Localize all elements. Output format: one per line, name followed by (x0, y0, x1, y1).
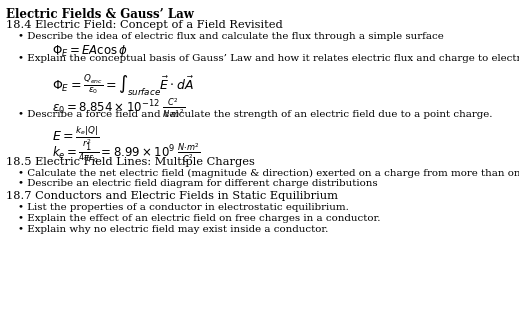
Text: $\Phi_E = \frac{Q_{enc}}{\varepsilon_0} = \int_{surface} \vec{E}\cdot d\vec{A}$: $\Phi_E = \frac{Q_{enc}}{\varepsilon_0} … (52, 73, 194, 98)
Text: 18.5 Electric Field Lines: Multiple Charges: 18.5 Electric Field Lines: Multiple Char… (6, 157, 255, 166)
Text: $E = \frac{k_e|Q|}{r^2}$: $E = \frac{k_e|Q|}{r^2}$ (52, 124, 99, 149)
Text: • Describe an electric field diagram for different charge distributions: • Describe an electric field diagram for… (18, 179, 378, 188)
Text: • List the properties of a conductor in electrostatic equilibrium.: • List the properties of a conductor in … (18, 203, 349, 212)
Text: • Calculate the net electric field (magnitude & direction) exerted on a charge f: • Calculate the net electric field (magn… (18, 168, 519, 178)
Text: $\varepsilon_0 = 8.854 \times 10^{-12}\;\frac{C^2}{N{\cdot}m^2}$: $\varepsilon_0 = 8.854 \times 10^{-12}\;… (52, 97, 185, 120)
Text: Electric Fields & Gauss’ Law: Electric Fields & Gauss’ Law (6, 8, 194, 21)
Text: 18.7 Conductors and Electric Fields in Static Equilibrium: 18.7 Conductors and Electric Fields in S… (6, 191, 338, 201)
Text: $k_e = \frac{1}{4\pi\varepsilon_0} = 8.99 \times 10^9\;\frac{N{\cdot}m^2}{C^2}$: $k_e = \frac{1}{4\pi\varepsilon_0} = 8.9… (52, 142, 200, 165)
Text: • Describe a force field and calculate the strength of an electric field due to : • Describe a force field and calculate t… (18, 110, 493, 119)
Text: • Explain why no electric field may exist inside a conductor.: • Explain why no electric field may exis… (18, 225, 329, 234)
Text: • Explain the effect of an electric field on free charges in a conductor.: • Explain the effect of an electric fiel… (18, 214, 380, 223)
Text: • Describe the idea of electric flux and calculate the flux through a simple sur: • Describe the idea of electric flux and… (18, 32, 444, 41)
Text: $\Phi_E = EA\cos\phi$: $\Phi_E = EA\cos\phi$ (52, 43, 128, 59)
Text: • Explain the conceptual basis of Gauss’ Law and how it relates electric flux an: • Explain the conceptual basis of Gauss’… (18, 54, 519, 63)
Text: 18.4 Electric Field: Concept of a Field Revisited: 18.4 Electric Field: Concept of a Field … (6, 20, 283, 30)
